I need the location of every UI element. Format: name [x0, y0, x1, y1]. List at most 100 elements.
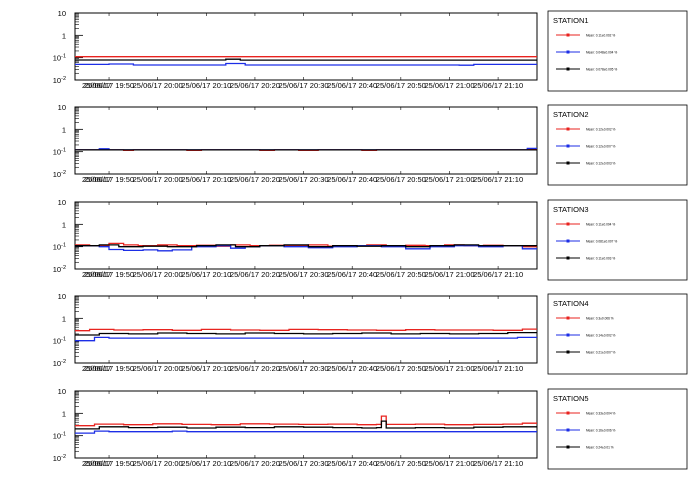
y-tick-label: 10-2: [53, 265, 66, 274]
y-tick-label: 10-1: [53, 337, 66, 346]
x-tick-label: 25/06/17 21:00: [424, 459, 474, 468]
legend: STATION1 Mean: 0.11±0.002 % Mean: 0.048±0.…: [547, 10, 688, 92]
x-tick-label: 25/06/17 20:30: [279, 81, 329, 90]
y-tick-label: 1: [62, 314, 66, 323]
y-tick-label: 10-1: [53, 432, 66, 441]
legend-marker: [566, 67, 570, 71]
legend-marker: [566, 316, 570, 320]
x-tick-label: 25/06/17 20:40: [327, 364, 377, 373]
x-tick-label: 25/06/17 21:10: [473, 81, 523, 90]
x-tick-label: 25/06/17 20:00: [133, 270, 183, 279]
y-minor-ticks: [75, 107, 79, 168]
x-tick-label: 25/06/17 19:50: [84, 364, 134, 373]
y-tick-label: 10-2: [53, 359, 66, 368]
legend-marker: [566, 33, 570, 37]
plot-frame: [74, 390, 538, 459]
legend: STATION4 Mean: 0.3±0.006 % Mean: 0.14±0.00…: [547, 293, 688, 375]
legend-entry: Mean: 0.081±0.007 %: [586, 240, 617, 244]
legend-marker: [566, 256, 570, 260]
x-tick-label: 25/06/17 20:50: [376, 81, 426, 90]
x-tick-label: 25/06/17 20:00: [133, 81, 183, 90]
x-tick-label-date: 25/06/17: [82, 175, 111, 184]
x-tick-label: 25/06/17 21:10: [473, 175, 523, 184]
x-tick-label: 25/06/17 20:00: [133, 364, 183, 373]
legend-marker: [566, 144, 570, 148]
legend-entry: Mean: 0.12±0.007 %: [586, 145, 616, 149]
x-tick-label-date: 25/06/17: [82, 459, 111, 468]
series-line-1: [75, 415, 537, 427]
legend: STATION3 Mean: 0.11±0.004 % Mean: 0.081±0.…: [547, 199, 688, 281]
x-tick-label: 25/06/17 20:00: [133, 175, 183, 184]
legend-box: [547, 10, 688, 92]
x-tick-label: 25/06/17 20:10: [181, 81, 231, 90]
x-tick-label: 25/06/17 19:50: [84, 175, 134, 184]
legend-marker: [566, 161, 570, 165]
x-tick-label: 25/06/17 20:10: [181, 459, 231, 468]
legend-entry: Mean: 0.11±0.002 %: [586, 34, 615, 38]
y-tick-label: 1: [62, 31, 66, 40]
y-tick-label: 1: [62, 220, 66, 229]
x-tick-label: 25/06/17 19:50: [84, 270, 134, 279]
plot-frame: [74, 201, 538, 270]
x-tick-label: 25/06/17 20:30: [279, 459, 329, 468]
series-line-3: [75, 244, 537, 248]
x-tick-label: 25/06/17 21:10: [473, 459, 523, 468]
x-tick-label: 25/06/17 20:10: [181, 175, 231, 184]
legend-title: STATION4: [553, 299, 589, 308]
x-tick-label-date: 25/06/17: [82, 364, 111, 373]
x-tick-label: 25/06/17 19:50: [84, 459, 134, 468]
y-tick-label: 10-1: [53, 243, 66, 252]
y-tick-label: 1: [62, 409, 66, 418]
legend-entry: Mean: 0.12±0.003 %: [586, 162, 616, 166]
legend-box: [547, 388, 688, 470]
y-tick-label: 10-2: [53, 454, 66, 463]
x-tick-label: 25/06/17 21:00: [424, 364, 474, 373]
legend-box: [547, 199, 688, 281]
legend-marker: [566, 445, 570, 449]
legend-title: STATION5: [553, 394, 589, 403]
legend-marker: [566, 428, 570, 432]
x-tick-label-date: 25/06/17: [82, 270, 111, 279]
legend-marker: [566, 350, 570, 354]
legend-title: STATION2: [553, 110, 589, 119]
x-tick-label: 25/06/17 21:00: [424, 81, 474, 90]
x-tick-label: 25/06/17 20:40: [327, 81, 377, 90]
legend-entry: Mean: 0.3±0.006 %: [586, 317, 614, 321]
legend-entry: Mean: 0.11±0.003 %: [586, 257, 615, 261]
y-tick-label: 10-1: [53, 54, 66, 63]
x-tick-label: 25/06/17 21:00: [424, 270, 474, 279]
y-minor-ticks: [75, 391, 79, 452]
x-tick-label: 25/06/17 21:10: [473, 364, 523, 373]
plot-frame: [74, 106, 538, 175]
legend-marker: [566, 239, 570, 243]
y-tick-label: 10-2: [53, 170, 66, 179]
x-tick-label: 25/06/17 20:30: [279, 175, 329, 184]
series-line-1: [75, 328, 537, 332]
y-minor-ticks: [75, 296, 79, 357]
x-tick-label: 25/06/17 20:00: [133, 459, 183, 468]
legend-box: [547, 104, 688, 186]
legend-entry: Mean: 0.12±0.002 %: [586, 128, 616, 132]
x-tick-label: 25/06/17 20:50: [376, 364, 426, 373]
series-line-2: [75, 62, 537, 66]
x-tick-label: 25/06/17 20:50: [376, 270, 426, 279]
legend-marker: [566, 222, 570, 226]
legend-box: [547, 293, 688, 375]
series-line-2: [75, 336, 537, 342]
legend: STATION2 Mean: 0.12±0.002 % Mean: 0.12±0.0…: [547, 104, 688, 186]
y-tick-label: 10-1: [53, 148, 66, 157]
legend-marker: [566, 50, 570, 54]
y-tick-label: 10: [58, 387, 66, 396]
legend-title: STATION3: [553, 205, 589, 214]
x-tick-label: 25/06/17 20:20: [230, 270, 280, 279]
legend-entry: Mean: 0.16±0.006 %: [586, 429, 616, 433]
x-tick-label: 25/06/17 20:10: [181, 270, 231, 279]
legend-entry: Mean: 0.24±0.01 %: [586, 446, 614, 450]
